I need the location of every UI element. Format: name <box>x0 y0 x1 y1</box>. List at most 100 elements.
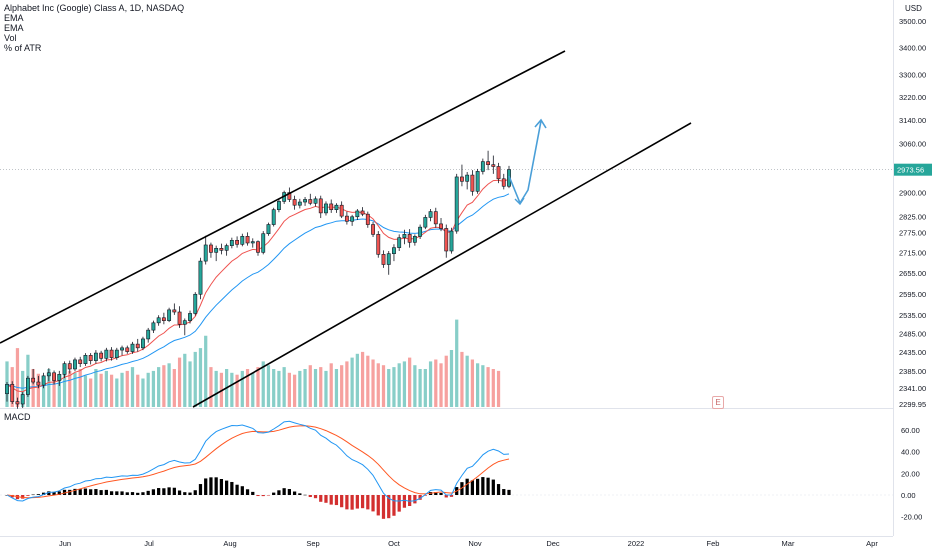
macd-histogram-bar <box>162 488 166 495</box>
macd-histogram-bar <box>507 489 511 495</box>
macd-histogram-bar <box>465 478 469 495</box>
macd-histogram-bar <box>183 492 187 495</box>
volume-bar <box>151 370 156 407</box>
volume-bar <box>21 370 25 407</box>
legend-atr[interactable]: % of ATR <box>4 43 42 53</box>
time-tick-label: Sep <box>306 539 319 548</box>
volume-bar <box>449 350 454 407</box>
candle-body <box>235 240 240 245</box>
volume-bar <box>455 319 459 407</box>
price-tick-label: 2299.95 <box>899 400 926 409</box>
macd-histogram-bar <box>230 481 234 495</box>
candle-body <box>287 192 292 200</box>
candle-body <box>240 236 245 245</box>
macd-tick-label: -20.00 <box>901 513 922 522</box>
volume-bar <box>188 361 192 407</box>
macd-histogram-bar <box>423 495 427 496</box>
volume-bar <box>428 361 433 407</box>
volume-bar <box>387 369 391 407</box>
legend-ema-2[interactable]: EMA <box>4 23 24 33</box>
volume-bar <box>198 348 203 407</box>
macd-histogram-bar <box>345 495 349 510</box>
volume-bar <box>476 363 480 407</box>
macd-histogram-bar <box>256 495 260 497</box>
candle-body <box>224 245 229 251</box>
macd-histogram-bar <box>204 478 208 495</box>
volume-bar <box>371 359 375 407</box>
macd-histogram-bar <box>470 480 475 495</box>
macd-histogram-bar <box>334 495 339 506</box>
macd-histogram-bar <box>52 491 56 495</box>
volume-bar <box>146 372 150 407</box>
legend-ema-1[interactable]: EMA <box>4 13 24 23</box>
macd-tick-label: 40.00 <box>901 448 920 457</box>
macd-tick-label: 20.00 <box>901 469 920 478</box>
macd-histogram-bar <box>381 495 386 519</box>
price-tick-label: 3060.00 <box>899 140 926 149</box>
volume-bar <box>298 370 302 407</box>
macd-histogram-bar <box>324 495 328 503</box>
volume-bar <box>266 365 271 407</box>
volume-bar <box>345 361 349 407</box>
candle-body <box>83 355 88 364</box>
macd-histogram-bar <box>188 492 192 495</box>
volume-bar <box>324 370 328 407</box>
volume-bar <box>240 370 244 407</box>
legend-vol[interactable]: Vol <box>4 33 17 43</box>
candle-body <box>172 309 177 313</box>
volume-bar <box>376 363 380 407</box>
candle-body <box>475 171 480 192</box>
macd-histogram-bar <box>329 495 333 505</box>
candle-body <box>125 347 130 352</box>
price-tick-label: 2775.00 <box>899 229 926 238</box>
macd-histogram-bar <box>240 486 244 495</box>
candle-body <box>25 377 30 395</box>
projection-arrow-head <box>514 197 525 206</box>
macd-histogram-bar <box>99 490 103 495</box>
price-tick-label: 3400.00 <box>899 43 926 52</box>
candle-body <box>104 349 109 359</box>
candle-body <box>245 236 250 244</box>
macd-histogram-bar <box>10 495 14 498</box>
candle-body <box>250 241 255 244</box>
volume-bar <box>109 374 114 407</box>
macd-histogram-bar <box>47 491 51 495</box>
volume-bar <box>41 378 46 407</box>
volume-bar <box>15 348 20 407</box>
candle-body <box>41 375 46 386</box>
candle-body <box>135 343 140 349</box>
volume-bar <box>465 355 469 407</box>
macd-histogram-bar <box>245 489 250 495</box>
candle-body <box>31 377 36 383</box>
candle-body <box>261 233 266 253</box>
candle-body <box>418 226 423 237</box>
candle-body <box>73 359 77 370</box>
volume-bar <box>481 365 485 407</box>
macd-tick-label: 60.00 <box>901 426 920 435</box>
time-tick-label: 2022 <box>628 539 645 548</box>
macd-histogram-bar <box>62 489 67 495</box>
earnings-marker[interactable]: E <box>712 396 724 409</box>
volume-bar <box>329 363 333 407</box>
macd-histogram-bar <box>402 495 407 508</box>
candle-body <box>10 384 15 402</box>
price-tick-label: 2825.00 <box>899 212 926 221</box>
volume-bar <box>78 369 82 407</box>
macd-histogram-bar <box>282 488 286 495</box>
volume-bar <box>245 369 250 407</box>
macd-histogram-bar <box>413 495 417 504</box>
candle-body <box>256 241 260 253</box>
candle-body <box>449 230 454 252</box>
macd-histogram-bar <box>298 493 302 495</box>
macd-histogram-bar <box>491 479 495 495</box>
candle-body <box>402 234 407 238</box>
chart-title[interactable]: Alphabet Inc (Google) Class A, 1D, NASDA… <box>4 3 185 13</box>
macd-label[interactable]: MACD <box>4 412 31 422</box>
candle-body <box>386 253 391 265</box>
volume-bar <box>141 378 145 407</box>
volume-bar <box>214 370 218 407</box>
volume-bar <box>277 370 281 407</box>
